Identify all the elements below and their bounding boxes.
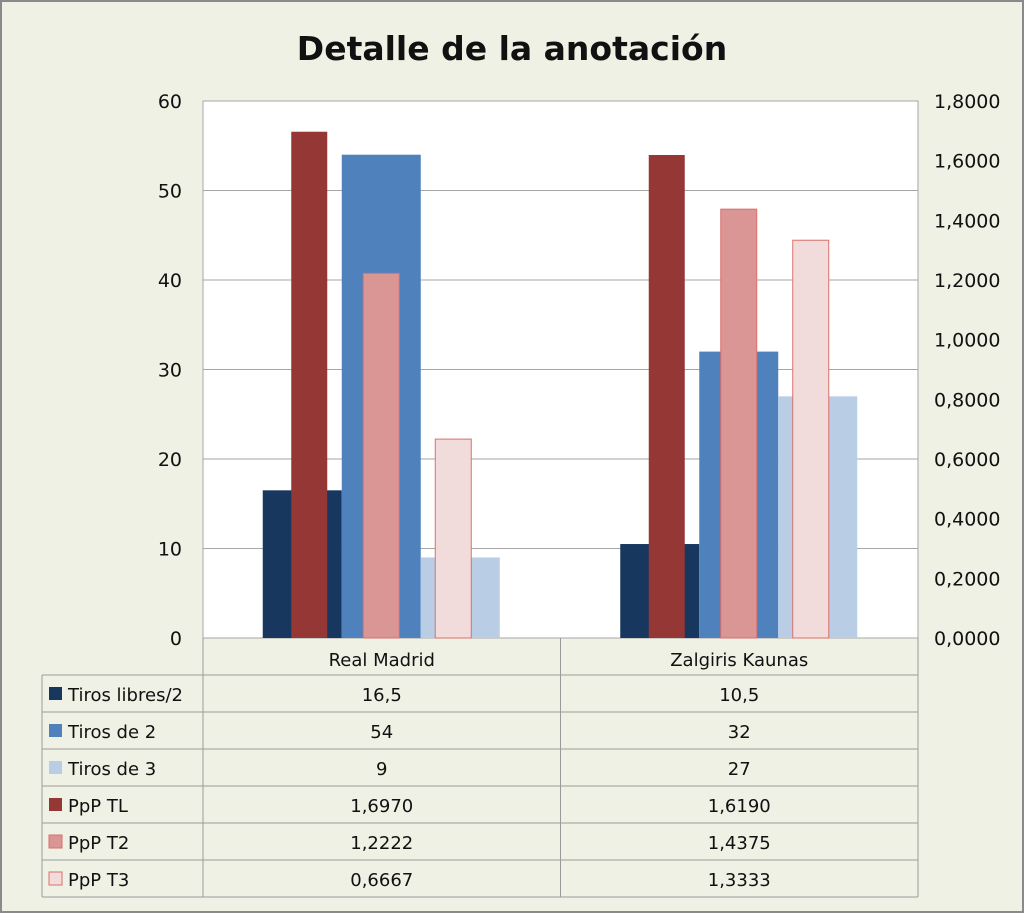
data-table-value: 1,6190 bbox=[708, 796, 771, 817]
data-table-value: 16,5 bbox=[362, 685, 402, 706]
category-label: Real Madrid bbox=[329, 650, 435, 671]
legend-label: Tiros de 3 bbox=[67, 759, 156, 780]
legend-swatch bbox=[49, 687, 62, 700]
left-axis-tick-label: 50 bbox=[158, 181, 182, 203]
data-table-value: 1,2222 bbox=[350, 833, 413, 854]
right-axis-tick-label: 0,8000 bbox=[934, 389, 1000, 411]
legend-swatch bbox=[49, 798, 62, 811]
legend-label: PpP T2 bbox=[68, 833, 129, 854]
data-table-value: 9 bbox=[376, 759, 387, 780]
data-table-value: 54 bbox=[370, 722, 393, 743]
data-table-value: 1,4375 bbox=[708, 833, 771, 854]
right-axis-tick-label: 1,8000 bbox=[934, 91, 1000, 113]
bar-ppp-t3 bbox=[434, 438, 472, 639]
left-axis-tick-label: 60 bbox=[158, 91, 182, 113]
right-axis-tick-label: 0,0000 bbox=[934, 628, 1000, 650]
left-axis-tick-label: 10 bbox=[158, 539, 182, 561]
legend-label: PpP TL bbox=[68, 796, 128, 817]
data-table-value: 1,3333 bbox=[708, 870, 771, 891]
data-table-value: 10,5 bbox=[719, 685, 759, 706]
bar-ppp-t2 bbox=[362, 272, 400, 639]
bar-ppp-tl bbox=[648, 154, 685, 638]
legend-label: Tiros libres/2 bbox=[67, 685, 183, 706]
bar-ppp-t3 bbox=[792, 239, 830, 639]
legend-label: Tiros de 2 bbox=[67, 722, 156, 743]
left-axis-tick-label: 40 bbox=[158, 270, 182, 292]
data-table-value: 27 bbox=[728, 759, 751, 780]
right-axis-tick-label: 1,0000 bbox=[934, 330, 1000, 352]
category-label: Zalgiris Kaunas bbox=[670, 650, 808, 671]
left-axis-tick-label: 30 bbox=[158, 360, 182, 382]
right-axis-tick-label: 1,6000 bbox=[934, 151, 1000, 173]
legend-swatch bbox=[48, 834, 63, 849]
right-axis-tick-label: 0,4000 bbox=[934, 509, 1000, 531]
data-table-value: 1,6970 bbox=[350, 796, 413, 817]
right-axis-tick-label: 1,4000 bbox=[934, 210, 1000, 232]
bar-ppp-t2 bbox=[720, 208, 758, 639]
data-table-value: 32 bbox=[728, 722, 751, 743]
legend-label: PpP T3 bbox=[68, 870, 129, 891]
left-axis-tick-label: 20 bbox=[158, 449, 182, 471]
bar-ppp-tl bbox=[291, 131, 328, 638]
legend-swatch bbox=[48, 871, 63, 886]
right-axis-tick-label: 0,2000 bbox=[934, 568, 1000, 590]
legend-swatch bbox=[49, 761, 62, 774]
legend-swatch bbox=[49, 724, 62, 737]
data-table-value: 0,6667 bbox=[350, 870, 413, 891]
right-axis-tick-label: 1,2000 bbox=[934, 270, 1000, 292]
right-axis-tick-label: 0,6000 bbox=[934, 449, 1000, 471]
chart-title: Detalle de la anotación bbox=[297, 29, 727, 68]
left-axis-tick-label: 0 bbox=[170, 628, 182, 650]
